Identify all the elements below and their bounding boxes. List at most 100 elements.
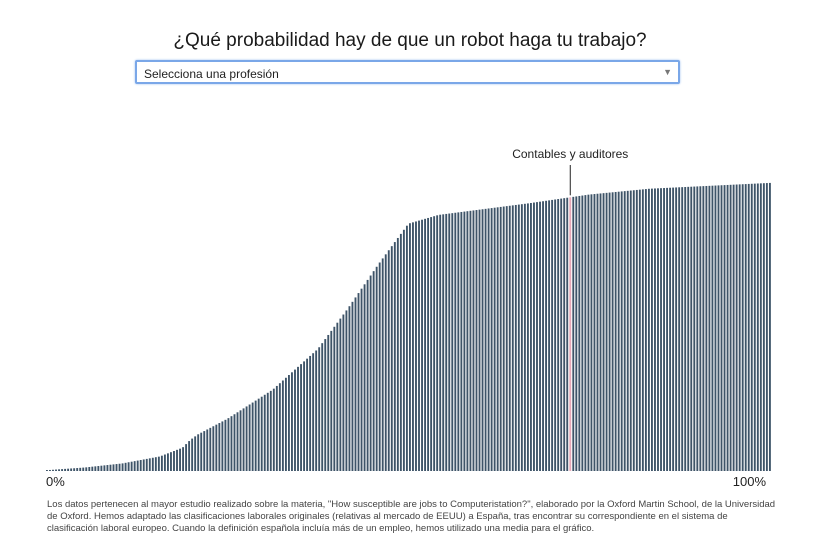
- bar[interactable]: [148, 458, 151, 471]
- bar[interactable]: [666, 187, 669, 471]
- bar[interactable]: [133, 461, 136, 471]
- bar[interactable]: [575, 196, 578, 471]
- bar[interactable]: [236, 412, 239, 471]
- bar[interactable]: [321, 343, 324, 471]
- bar[interactable]: [61, 469, 64, 471]
- bar[interactable]: [638, 189, 641, 471]
- bar[interactable]: [233, 414, 236, 471]
- bar[interactable]: [291, 372, 293, 471]
- bar[interactable]: [70, 468, 73, 471]
- bar[interactable]: [366, 279, 369, 471]
- bar[interactable]: [224, 419, 227, 471]
- bar[interactable]: [163, 454, 166, 471]
- bar[interactable]: [297, 366, 299, 471]
- bar[interactable]: [203, 431, 206, 471]
- bar[interactable]: [402, 229, 405, 471]
- bar[interactable]: [266, 392, 269, 471]
- bar[interactable]: [67, 468, 70, 471]
- bar[interactable]: [717, 185, 720, 471]
- bar[interactable]: [139, 460, 142, 471]
- bar[interactable]: [442, 214, 445, 471]
- bar[interactable]: [309, 355, 312, 471]
- bar[interactable]: [194, 436, 197, 471]
- bar[interactable]: [227, 418, 230, 471]
- bar[interactable]: [496, 207, 499, 471]
- bar[interactable]: [466, 211, 469, 471]
- bar[interactable]: [699, 186, 702, 471]
- bar[interactable]: [82, 467, 85, 471]
- bar[interactable]: [690, 186, 693, 471]
- bar[interactable]: [315, 350, 318, 471]
- bar[interactable]: [218, 423, 221, 471]
- bar[interactable]: [378, 262, 381, 471]
- bar[interactable]: [741, 184, 744, 471]
- bar[interactable]: [651, 188, 653, 472]
- bar[interactable]: [726, 184, 729, 471]
- bar[interactable]: [611, 192, 614, 472]
- bar[interactable]: [354, 297, 357, 471]
- bar[interactable]: [396, 237, 399, 471]
- bar[interactable]: [548, 200, 551, 472]
- bar[interactable]: [678, 187, 681, 472]
- bar[interactable]: [508, 205, 511, 471]
- bar[interactable]: [578, 195, 581, 471]
- bar[interactable]: [593, 194, 596, 472]
- bar[interactable]: [88, 467, 91, 471]
- bar[interactable]: [288, 375, 290, 471]
- profession-select[interactable]: Selecciona una profesión ▼: [135, 60, 680, 84]
- bar[interactable]: [300, 364, 302, 471]
- bar[interactable]: [530, 202, 532, 472]
- bar[interactable]: [381, 258, 384, 471]
- bar[interactable]: [720, 185, 723, 471]
- bar[interactable]: [533, 202, 535, 472]
- bar[interactable]: [52, 469, 54, 471]
- bar[interactable]: [409, 223, 411, 471]
- bar[interactable]: [729, 184, 732, 471]
- bar[interactable]: [581, 195, 584, 472]
- bar[interactable]: [342, 314, 345, 471]
- bar[interactable]: [91, 466, 94, 471]
- bar[interactable]: [481, 209, 484, 471]
- bar[interactable]: [436, 215, 439, 471]
- bar[interactable]: [635, 189, 638, 471]
- bar[interactable]: [478, 209, 481, 471]
- bar[interactable]: [390, 246, 393, 471]
- bar[interactable]: [46, 470, 48, 471]
- bar[interactable]: [590, 194, 593, 471]
- bar[interactable]: [759, 183, 762, 471]
- bar[interactable]: [511, 205, 514, 472]
- bar[interactable]: [130, 461, 133, 471]
- bar[interactable]: [157, 456, 160, 471]
- bar[interactable]: [170, 452, 172, 471]
- bar[interactable]: [626, 190, 629, 471]
- bar[interactable]: [294, 369, 296, 471]
- bar[interactable]: [167, 453, 169, 471]
- bar[interactable]: [448, 213, 451, 472]
- bar[interactable]: [542, 201, 544, 472]
- bar[interactable]: [675, 187, 678, 471]
- bar[interactable]: [520, 204, 523, 471]
- bar[interactable]: [97, 466, 100, 471]
- bar[interactable]: [454, 212, 457, 471]
- bar[interactable]: [127, 462, 130, 471]
- bar[interactable]: [493, 207, 496, 471]
- bar[interactable]: [641, 189, 644, 472]
- bar[interactable]: [460, 211, 463, 472]
- bar[interactable]: [617, 191, 620, 471]
- bar[interactable]: [765, 183, 768, 471]
- bar[interactable]: [145, 458, 148, 471]
- bar[interactable]: [629, 190, 632, 471]
- bar[interactable]: [76, 468, 79, 471]
- bar[interactable]: [599, 193, 602, 471]
- bar[interactable]: [663, 188, 665, 471]
- bar[interactable]: [517, 204, 520, 471]
- bar[interactable]: [614, 191, 617, 472]
- bar[interactable]: [209, 427, 212, 471]
- bar[interactable]: [306, 358, 309, 471]
- bar[interactable]: [705, 185, 708, 472]
- bar[interactable]: [387, 250, 390, 471]
- bar[interactable]: [584, 195, 587, 471]
- bar[interactable]: [327, 334, 330, 471]
- bar[interactable]: [427, 217, 430, 471]
- bar[interactable]: [239, 410, 242, 471]
